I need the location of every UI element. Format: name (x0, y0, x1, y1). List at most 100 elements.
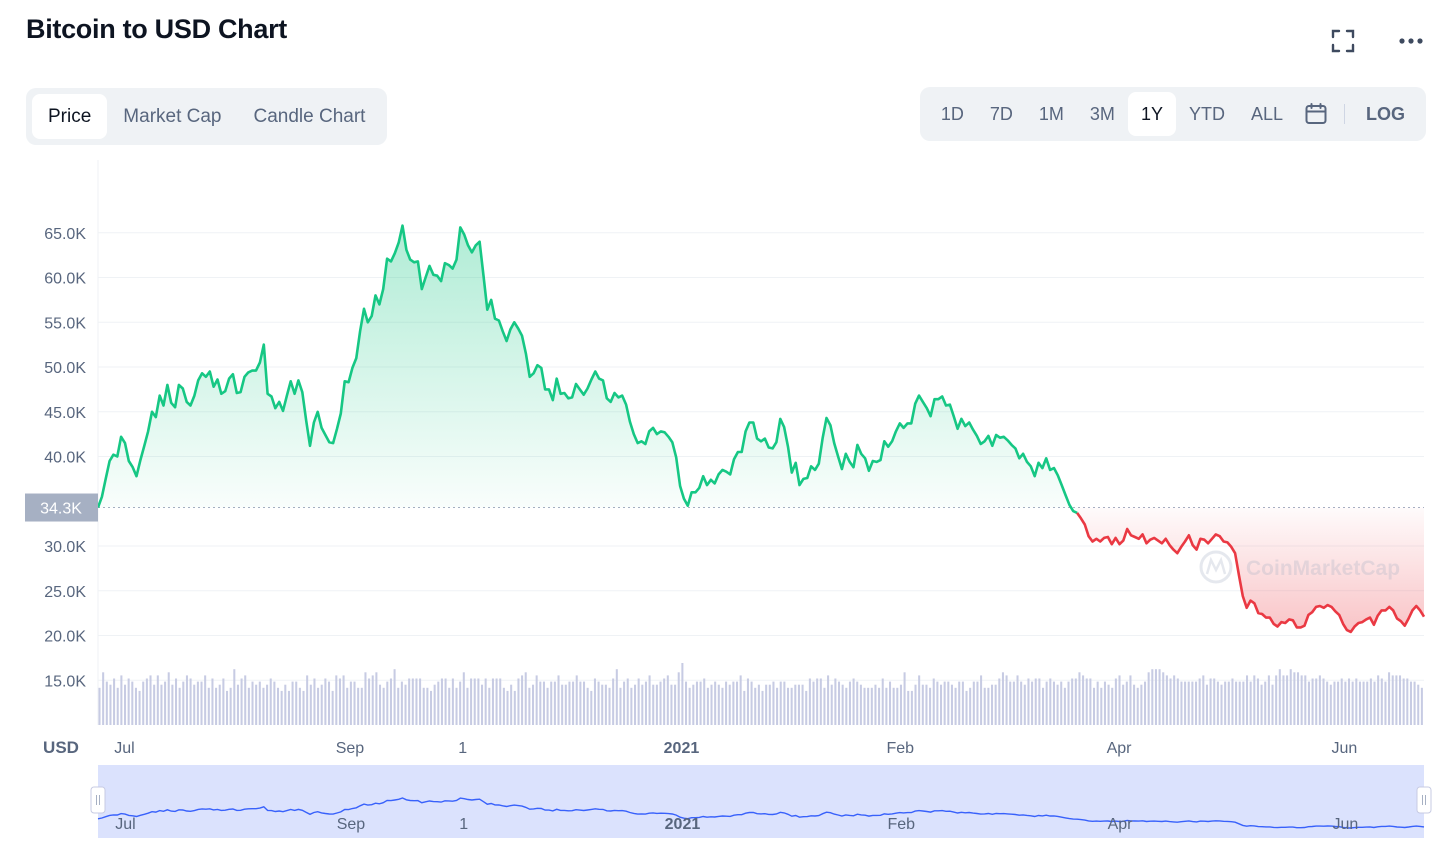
volume-bar (459, 681, 462, 725)
volume-bar (193, 684, 196, 725)
volume-bar (433, 684, 436, 725)
volume-bar (732, 681, 735, 725)
range-all[interactable]: ALL (1250, 104, 1283, 124)
volume-bar (335, 675, 338, 725)
volume-bar (1278, 669, 1281, 725)
watermark-logo-mark (1205, 556, 1227, 575)
volume-bar (699, 681, 702, 725)
volume-bar (1118, 675, 1121, 725)
volume-bar (1326, 681, 1329, 725)
volume-bar (280, 690, 283, 725)
volume-bar (171, 684, 174, 725)
volume-bar (568, 681, 571, 725)
volume-bar (874, 684, 877, 725)
volume-bar (597, 681, 600, 725)
range-1d[interactable]: 1D (940, 104, 964, 124)
tab-market-cap[interactable]: Market Cap (123, 106, 222, 127)
volume-bar (331, 690, 334, 725)
calendar-icon[interactable] (1296, 92, 1336, 136)
volume-bar (532, 684, 535, 725)
volume-bar (400, 681, 403, 725)
volume-bar (644, 681, 647, 725)
volume-bar (907, 690, 910, 725)
volume-bar (528, 687, 531, 725)
volume-bar (852, 678, 855, 725)
volume-bar (972, 681, 975, 725)
volume-bar (386, 681, 389, 725)
volume-bar (1300, 675, 1303, 725)
tab-candle-chart[interactable]: Candle Chart (253, 106, 366, 127)
volume-bar (499, 678, 502, 725)
more-dots-icon[interactable] (1396, 26, 1426, 56)
volume-bar (1027, 678, 1030, 725)
volume-bar (1100, 687, 1103, 725)
volume-bar (408, 678, 411, 725)
volume-bar (1399, 675, 1402, 725)
volume-bar (1034, 678, 1037, 725)
volume-bar (863, 687, 866, 725)
volume-bar (207, 687, 210, 725)
volume-bar (1085, 678, 1088, 725)
volume-bar (790, 687, 793, 725)
volume-bar (1071, 678, 1074, 725)
y-tick-label: 50.0K (44, 360, 86, 377)
volume-bar (1093, 687, 1096, 725)
volume-bar (462, 672, 465, 725)
volume-bar (1271, 684, 1274, 725)
volume-bar (743, 690, 746, 725)
volume-bar (1205, 684, 1208, 725)
volume-bar (1373, 681, 1376, 725)
volume-bar (601, 684, 604, 725)
volume-bar (287, 690, 290, 725)
range-3m[interactable]: 3M (1089, 104, 1115, 124)
volume-bar (553, 681, 556, 725)
volume-bar (1012, 681, 1015, 725)
volume-bar (189, 678, 192, 725)
volume-bar (411, 678, 414, 725)
volume-bar (160, 684, 163, 725)
volume-bar (196, 681, 199, 725)
volume-bar (277, 687, 280, 725)
range-1y[interactable]: 1Y (1127, 92, 1176, 136)
volume-bar (444, 678, 447, 725)
volume-bar (1395, 675, 1398, 725)
volume-bar (961, 681, 964, 725)
navigator-handle-right[interactable] (1416, 786, 1432, 814)
range-ytd[interactable]: YTD (1188, 104, 1225, 124)
volume-bar (816, 678, 819, 725)
volume-bar (1202, 675, 1205, 725)
volume-bar (859, 684, 862, 725)
volume-bar (1180, 681, 1183, 725)
volume-bar (426, 687, 429, 725)
volume-bar (1348, 678, 1351, 725)
tab-price[interactable]: Price (32, 94, 108, 139)
range-7d[interactable]: 7D (989, 104, 1013, 124)
range-navigator[interactable]: Jul Sep 1 2021 Feb Apr Jun (90, 765, 1432, 838)
volume-bar (229, 687, 232, 725)
volume-bar (368, 678, 371, 725)
volume-bar (703, 678, 706, 725)
volume-bar (1344, 681, 1347, 725)
volume-bar (1052, 681, 1055, 725)
fullscreen-icon[interactable] (1328, 26, 1358, 56)
volume-bar (1322, 678, 1325, 725)
volume-bar (1307, 681, 1310, 725)
volume-bar (1282, 675, 1285, 725)
volume-bar (324, 678, 327, 725)
volume-bar (488, 687, 491, 725)
volume-bar (564, 684, 567, 725)
volume-bar (1074, 678, 1077, 725)
navigator-handle-left[interactable] (90, 786, 106, 814)
volume-bar (695, 681, 698, 725)
volume-bar (1384, 681, 1387, 725)
volume-bar (295, 681, 298, 725)
volume-bar (251, 681, 254, 725)
y-tick-label: 15.0K (44, 673, 86, 690)
navigator-tick-label: Sep (337, 816, 366, 833)
volume-bars (98, 663, 1423, 725)
range-1m[interactable]: 1M (1038, 104, 1064, 124)
volume-bar (313, 678, 316, 725)
log-toggle[interactable]: LOG (1366, 104, 1405, 124)
volume-bar (1275, 675, 1278, 725)
